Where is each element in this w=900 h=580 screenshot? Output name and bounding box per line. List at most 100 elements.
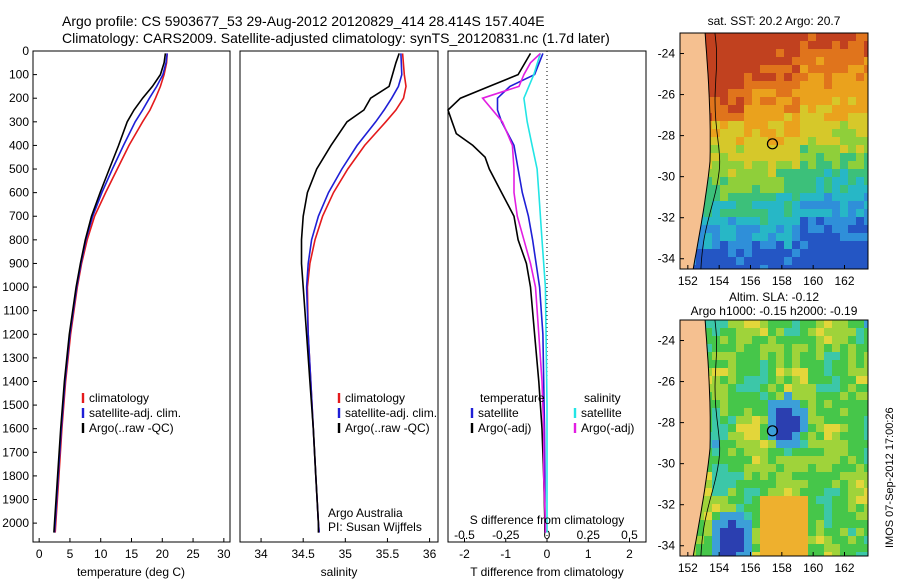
depth-tick-label: 1600 xyxy=(2,422,29,436)
map-cell xyxy=(856,49,865,58)
map-cell xyxy=(864,233,868,242)
map-cell xyxy=(736,201,745,210)
map-cell xyxy=(856,544,865,553)
map-cell xyxy=(816,145,825,154)
map-cell xyxy=(768,368,777,377)
map-cell xyxy=(768,352,777,361)
map-cell xyxy=(728,33,737,42)
map-cell xyxy=(784,400,793,409)
map-cell xyxy=(840,448,849,457)
map-cell xyxy=(856,241,865,250)
map-cell xyxy=(728,352,737,361)
tdiff-x-tick-label: 1 xyxy=(585,547,592,561)
map-cell xyxy=(848,217,857,226)
map-cell xyxy=(848,320,857,329)
sst-map-frame xyxy=(679,32,869,270)
map-cell xyxy=(864,49,868,58)
map-lat-tick-label: -26 xyxy=(658,375,676,389)
salinity-legend-label: climatology xyxy=(345,391,405,405)
map-cell xyxy=(864,368,868,377)
map-cell xyxy=(864,408,868,417)
map-cell xyxy=(760,544,769,553)
map-cell xyxy=(792,528,801,537)
map-cell xyxy=(816,65,825,74)
map-cell xyxy=(848,65,857,74)
map-cell xyxy=(720,49,729,58)
map-cell xyxy=(840,520,849,529)
map-cell xyxy=(712,233,721,242)
map-cell xyxy=(752,528,761,537)
map-cell xyxy=(776,520,785,529)
map-cell xyxy=(800,41,809,50)
map-cell xyxy=(848,432,857,441)
map-cell xyxy=(744,225,753,234)
map-cell xyxy=(728,153,737,162)
map-cell xyxy=(760,33,769,42)
map-lon-tick-label: 154 xyxy=(709,561,729,575)
map-cell xyxy=(792,185,801,194)
map-cell xyxy=(776,177,785,186)
map-cell xyxy=(784,57,793,66)
map-cell xyxy=(760,129,769,138)
map-cell xyxy=(840,105,849,114)
map-cell xyxy=(824,137,833,146)
map-cell xyxy=(808,464,817,473)
map-cell xyxy=(832,169,841,178)
map-cell xyxy=(768,33,777,42)
map-cell xyxy=(736,320,745,329)
map-cell xyxy=(800,432,809,441)
map-cell xyxy=(832,376,841,385)
map-cell xyxy=(736,193,745,202)
map-cell xyxy=(864,496,868,505)
map-cell xyxy=(848,121,857,130)
map-cell xyxy=(800,528,809,537)
map-cell xyxy=(720,520,729,529)
map-cell xyxy=(736,265,745,269)
map-cell xyxy=(768,217,777,226)
map-cell xyxy=(760,113,769,122)
map-cell xyxy=(816,113,825,122)
map-cell xyxy=(760,49,769,58)
depth-tick-label: 800 xyxy=(9,233,29,247)
map-cell xyxy=(736,344,745,353)
map-cell xyxy=(760,400,769,409)
map-cell xyxy=(808,265,817,269)
map-cell xyxy=(832,464,841,473)
temperature-legend-label: Argo(..raw -QC) xyxy=(89,421,174,435)
map-cell xyxy=(784,265,793,269)
map-cell xyxy=(728,448,737,457)
depth-tick-label: 200 xyxy=(9,91,29,105)
map-cell xyxy=(848,209,857,218)
map-cell xyxy=(840,536,849,545)
map-cell xyxy=(728,113,737,122)
map-cell xyxy=(728,536,737,545)
map-cell xyxy=(720,432,729,441)
map-cell xyxy=(840,424,849,433)
map-cell xyxy=(728,241,737,250)
map-cell xyxy=(800,424,809,433)
map-cell xyxy=(808,400,817,409)
map-cell xyxy=(728,65,737,74)
map-cell xyxy=(840,416,849,425)
map-cell xyxy=(768,496,777,505)
map-cell xyxy=(768,257,777,266)
map-cell xyxy=(784,328,793,337)
map-cell xyxy=(856,408,865,417)
map-cell xyxy=(792,472,801,481)
map-cell xyxy=(784,65,793,74)
map-cell xyxy=(848,496,857,505)
map-cell xyxy=(760,81,769,90)
map-cell xyxy=(808,344,817,353)
map-cell xyxy=(712,480,721,489)
map-cell xyxy=(776,257,785,266)
depth-tick-label: 500 xyxy=(9,162,29,176)
map-cell xyxy=(816,33,825,42)
map-cell xyxy=(768,201,777,210)
map-cell xyxy=(856,448,865,457)
map-lon-tick-label: 162 xyxy=(834,561,854,575)
map-cell xyxy=(792,368,801,377)
map-cell xyxy=(856,137,865,146)
map-cell xyxy=(800,177,809,186)
map-cell xyxy=(712,544,721,553)
map-cell xyxy=(856,496,865,505)
